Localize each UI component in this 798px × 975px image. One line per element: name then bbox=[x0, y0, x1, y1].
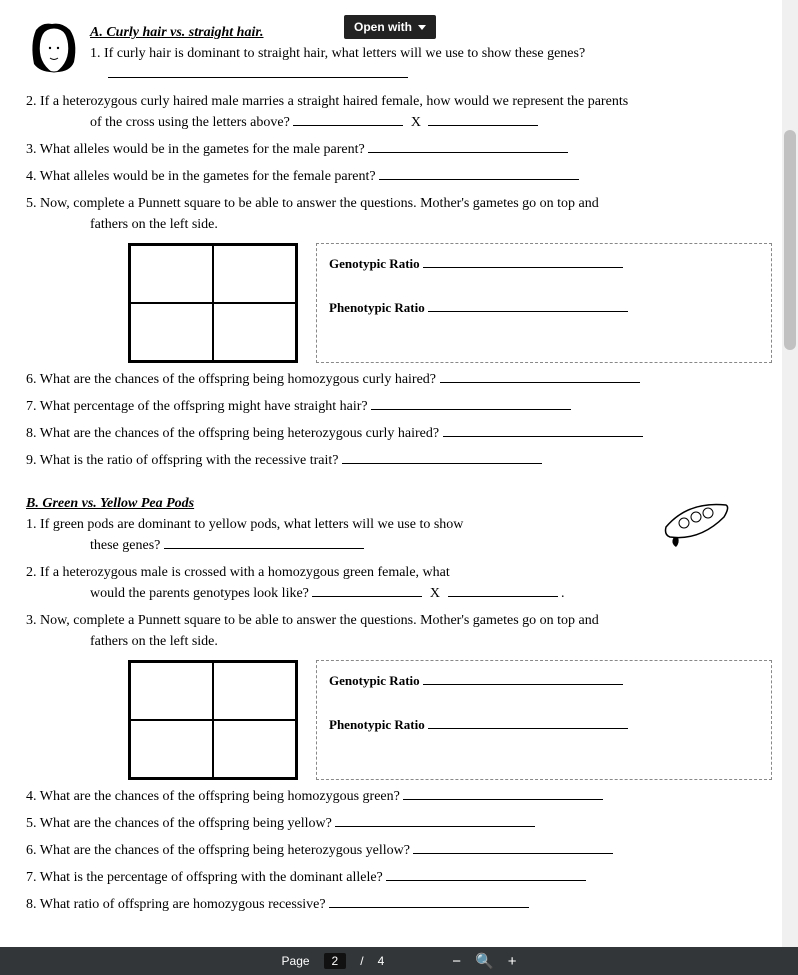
pea-pod-icon bbox=[660, 493, 732, 549]
question-a9: 9. What is the ratio of offspring with t… bbox=[26, 450, 772, 471]
page-total: 4 bbox=[378, 954, 385, 968]
caret-down-icon bbox=[418, 25, 426, 30]
ratio-box-a: Genotypic Ratio Phenotypic Ratio bbox=[316, 243, 772, 363]
answer-blank[interactable] bbox=[368, 140, 568, 153]
answer-blank[interactable] bbox=[443, 424, 643, 437]
answer-blank[interactable] bbox=[413, 841, 613, 854]
question-b4: 4. What are the chances of the offspring… bbox=[26, 786, 772, 807]
zoom-in-icon[interactable]: + bbox=[508, 953, 517, 970]
answer-blank[interactable] bbox=[423, 256, 623, 268]
question-a7: 7. What percentage of the offspring migh… bbox=[26, 396, 772, 417]
ratio-box-b: Genotypic Ratio Phenotypic Ratio bbox=[316, 660, 772, 780]
answer-blank[interactable] bbox=[440, 370, 640, 383]
page-current[interactable]: 2 bbox=[324, 953, 347, 969]
answer-blank[interactable] bbox=[379, 167, 579, 180]
page-label: Page bbox=[282, 954, 310, 968]
punnett-square-b[interactable] bbox=[128, 660, 298, 780]
question-a2: 2. If a heterozygous curly haired male m… bbox=[26, 91, 772, 112]
face-icon bbox=[26, 22, 78, 74]
question-a8: 8. What are the chances of the offspring… bbox=[26, 423, 772, 444]
answer-blank[interactable] bbox=[108, 65, 408, 78]
question-b3: 3. Now, complete a Punnett square to be … bbox=[26, 610, 772, 631]
answer-blank[interactable] bbox=[329, 895, 529, 908]
page-slash: / bbox=[360, 954, 363, 968]
question-a5: 5. Now, complete a Punnett square to be … bbox=[26, 193, 772, 214]
question-b1: 1. If green pods are dominant to yellow … bbox=[26, 514, 650, 535]
question-a6: 6. What are the chances of the offspring… bbox=[26, 369, 772, 390]
zoom-fit-icon[interactable]: 🔍 bbox=[475, 952, 494, 970]
answer-blank[interactable] bbox=[428, 716, 628, 728]
question-b6: 6. What are the chances of the offspring… bbox=[26, 840, 772, 861]
answer-blank[interactable] bbox=[423, 673, 623, 685]
answer-blank[interactable] bbox=[342, 451, 542, 464]
question-b7: 7. What is the percentage of offspring w… bbox=[26, 867, 772, 888]
question-b2: 2. If a heterozygous male is crossed wit… bbox=[26, 562, 650, 583]
section-b-title: B. Green vs. Yellow Pea Pods bbox=[26, 493, 650, 514]
answer-blank[interactable] bbox=[403, 787, 603, 800]
open-with-label: Open with bbox=[354, 20, 412, 34]
scrollbar-thumb[interactable] bbox=[784, 130, 796, 350]
question-b5: 5. What are the chances of the offspring… bbox=[26, 813, 772, 834]
document-page: A. Curly hair vs. straight hair. 1. If c… bbox=[0, 0, 798, 975]
question-a1: 1. If curly hair is dominant to straight… bbox=[90, 43, 772, 64]
answer-blank[interactable] bbox=[335, 814, 535, 827]
punnett-square-a[interactable] bbox=[128, 243, 298, 363]
answer-blank[interactable] bbox=[428, 113, 538, 126]
answer-blank[interactable] bbox=[386, 868, 586, 881]
question-b8: 8. What ratio of offspring are homozygou… bbox=[26, 894, 772, 915]
answer-blank[interactable] bbox=[293, 113, 403, 126]
answer-blank[interactable] bbox=[371, 397, 571, 410]
answer-blank[interactable] bbox=[428, 299, 628, 311]
question-a3: 3. What alleles would be in the gametes … bbox=[26, 139, 772, 160]
scrollbar[interactable] bbox=[782, 0, 798, 947]
pdf-toolbar: Page 2 / 4 − 🔍 + bbox=[0, 947, 798, 975]
open-with-button[interactable]: Open with bbox=[344, 15, 436, 39]
answer-blank[interactable] bbox=[312, 584, 422, 597]
answer-blank[interactable] bbox=[164, 536, 364, 549]
answer-blank[interactable] bbox=[448, 584, 558, 597]
question-a4: 4. What alleles would be in the gametes … bbox=[26, 166, 772, 187]
zoom-out-icon[interactable]: − bbox=[452, 953, 461, 970]
